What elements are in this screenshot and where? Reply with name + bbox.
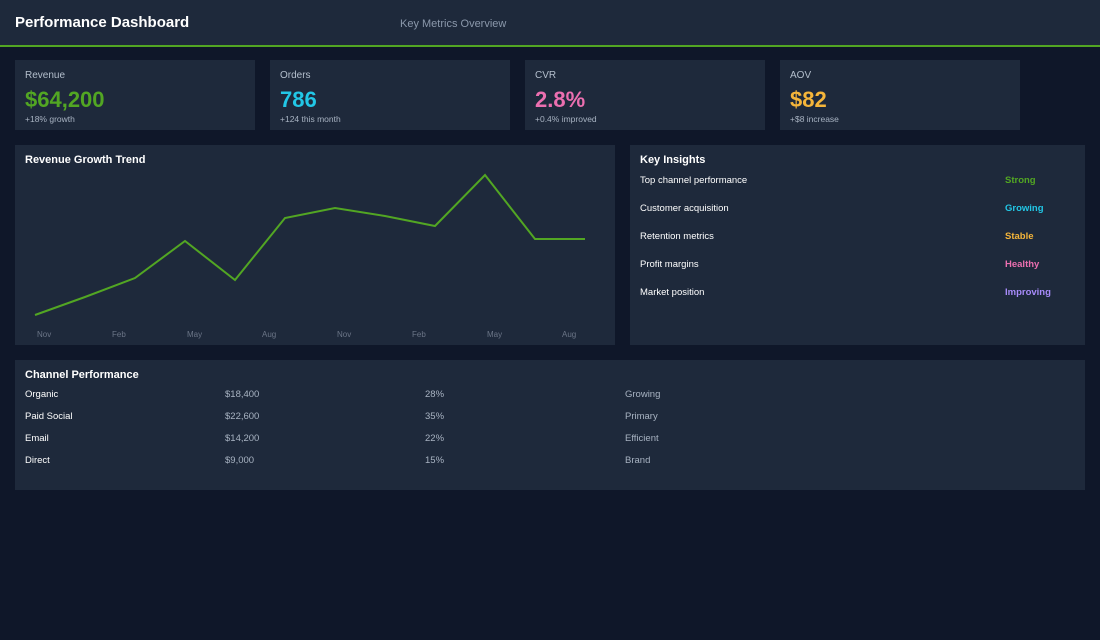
channel-share: 28%	[425, 389, 445, 400]
channel-status: Growing	[625, 389, 661, 400]
x-tick-label: Aug	[562, 330, 576, 339]
table-row: Direct $9,000 15% Brand	[25, 455, 1075, 469]
kpi-value: $82	[790, 87, 827, 112]
channel-status: Efficient	[625, 433, 659, 444]
channel-name: Paid Social	[25, 411, 73, 422]
kpi-card-aov: AOV $82 +$8 increase	[780, 60, 1020, 130]
x-tick-label: Feb	[112, 330, 126, 339]
insight-row: Customer acquisition Growing	[640, 203, 1075, 217]
insight-label: Top channel performance	[640, 175, 748, 186]
channel-title: Channel Performance	[25, 369, 139, 381]
channel-share: 22%	[425, 433, 445, 444]
kpi-value: $64,200	[25, 87, 105, 112]
page-title: Performance Dashboard	[15, 14, 190, 31]
x-tick-label: Nov	[337, 330, 351, 339]
insight-label: Market position	[640, 287, 705, 298]
kpi-label: Revenue	[25, 70, 66, 81]
channel-revenue: $18,400	[225, 389, 260, 400]
insight-status: Stable	[1005, 231, 1034, 242]
insight-label: Retention metrics	[640, 231, 714, 242]
channel-status: Brand	[625, 455, 651, 466]
insight-status: Improving	[1005, 287, 1051, 298]
insight-row: Profit margins Healthy	[640, 259, 1075, 273]
channel-name: Organic	[25, 389, 59, 400]
channel-name: Direct	[25, 455, 50, 466]
kpi-value: 2.8%	[535, 87, 586, 112]
insight-row: Retention metrics Stable	[640, 231, 1075, 245]
revenue-trend-panel: Revenue Growth Trend Nov Feb May Aug Nov Feb M…	[15, 145, 615, 345]
channel-revenue: $9,000	[225, 455, 255, 466]
kpi-card-orders: Orders 786 +124 this month	[270, 60, 510, 130]
kpi-label: Orders	[280, 70, 311, 81]
kpi-label: CVR	[535, 70, 557, 81]
insight-status: Growing	[1005, 203, 1044, 214]
insight-row: Market position Improving	[640, 287, 1075, 301]
top-bar: Performance Dashboard Key Metrics Overvi…	[0, 0, 1100, 47]
table-row: Organic $18,400 28% Growing	[25, 389, 1075, 403]
table-row: Email $14,200 22% Efficient	[25, 433, 1075, 447]
kpi-card-revenue: Revenue $64,200 +18% growth	[15, 60, 255, 130]
x-tick-label: Nov	[37, 330, 51, 339]
kpi-change: +18% growth	[25, 114, 75, 124]
x-tick-label: May	[487, 330, 502, 339]
insight-label: Customer acquisition	[640, 203, 729, 214]
channel-revenue: $22,600	[225, 411, 260, 422]
kpi-label: AOV	[790, 70, 812, 81]
x-tick-label: Feb	[412, 330, 426, 339]
insights-title: Key Insights	[640, 154, 706, 166]
channel-share: 35%	[425, 411, 445, 422]
page-subtitle: Key Metrics Overview	[400, 18, 507, 30]
kpi-change: +0.4% improved	[535, 114, 597, 124]
insight-label: Profit margins	[640, 259, 699, 270]
channel-status: Primary	[625, 411, 658, 422]
kpi-value: 786	[280, 87, 317, 112]
kpi-change: +124 this month	[280, 114, 341, 124]
channel-performance-panel: Channel Performance Organic $18,400 28% …	[15, 360, 1085, 490]
revenue-trend-chart: Nov Feb May Aug Nov Feb May Aug	[34, 173, 586, 339]
x-tick-label: Aug	[262, 330, 276, 339]
insight-status: Strong	[1005, 175, 1036, 186]
chart-title: Revenue Growth Trend	[25, 154, 146, 166]
kpi-card-cvr: CVR 2.8% +0.4% improved	[525, 60, 765, 130]
insight-status: Healthy	[1005, 259, 1040, 270]
channel-name: Email	[25, 433, 49, 444]
kpi-change: +$8 increase	[790, 114, 839, 124]
key-insights-panel: Key Insights Top channel performance Str…	[630, 145, 1085, 345]
revenue-line	[34, 173, 585, 316]
channel-revenue: $14,200	[225, 433, 260, 444]
x-tick-label: May	[187, 330, 202, 339]
insight-row: Top channel performance Strong	[640, 175, 1075, 189]
table-row: Paid Social $22,600 35% Primary	[25, 411, 1075, 425]
channel-share: 15%	[425, 455, 445, 466]
